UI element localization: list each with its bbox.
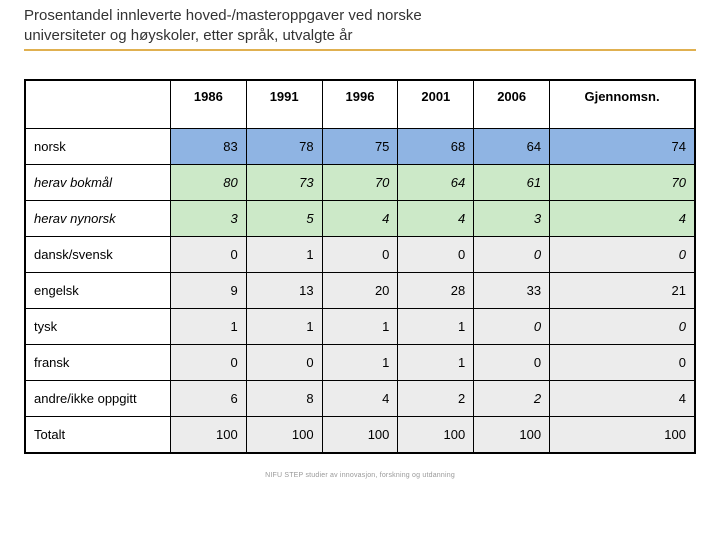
cell: 5 [246,201,322,237]
cell: 4 [550,201,695,237]
cell: 0 [550,309,695,345]
table-row: andre/ikke oppgitt684224 [25,381,695,417]
cell: 1 [246,309,322,345]
cell: 4 [550,381,695,417]
cell: 61 [474,165,550,201]
cell: 9 [170,273,246,309]
col-header: Gjennomsn. [550,80,695,129]
cell: 75 [322,129,398,165]
cell: 80 [170,165,246,201]
cell: 13 [246,273,322,309]
table-row: herav bokmål807370646170 [25,165,695,201]
page-title: Prosentandel innleverte hoved-/masteropp… [24,6,696,51]
cell: 8 [246,381,322,417]
cell: 4 [322,381,398,417]
col-header: 1986 [170,80,246,129]
col-header: 2001 [398,80,474,129]
cell: 0 [170,237,246,273]
footer-text: NIFU STEP studier av innovasjon, forskni… [24,472,696,479]
cell: 4 [322,201,398,237]
cell: 100 [398,417,474,454]
row-label: norsk [25,129,170,165]
header-row: 1986 1991 1996 2001 2006 Gjennomsn. [25,80,695,129]
cell: 0 [322,237,398,273]
cell: 2 [474,381,550,417]
cell: 100 [474,417,550,454]
table-row: norsk837875686474 [25,129,695,165]
row-label: tysk [25,309,170,345]
row-label: andre/ikke oppgitt [25,381,170,417]
cell: 3 [170,201,246,237]
cell: 1 [246,237,322,273]
cell: 68 [398,129,474,165]
cell: 100 [246,417,322,454]
cell: 1 [322,345,398,381]
cell: 33 [474,273,550,309]
row-label: fransk [25,345,170,381]
table-row: fransk001100 [25,345,695,381]
cell: 100 [322,417,398,454]
title-line-2: universiteter og høyskoler, etter språk,… [24,27,352,44]
cell: 70 [550,165,695,201]
table-body: norsk837875686474herav bokmål80737064617… [25,129,695,454]
cell: 1 [398,309,474,345]
cell: 0 [474,345,550,381]
col-header: 2006 [474,80,550,129]
cell: 100 [170,417,246,454]
cell: 1 [398,345,474,381]
cell: 0 [550,237,695,273]
row-label: herav nynorsk [25,201,170,237]
cell: 0 [398,237,474,273]
table-row: dansk/svensk010000 [25,237,695,273]
title-line-1: Prosentandel innleverte hoved-/masteropp… [24,7,422,24]
cell: 64 [474,129,550,165]
cell: 100 [550,417,695,454]
cell: 6 [170,381,246,417]
col-header: 1996 [322,80,398,129]
table-head: 1986 1991 1996 2001 2006 Gjennomsn. [25,80,695,129]
row-label: dansk/svensk [25,237,170,273]
cell: 78 [246,129,322,165]
col-header: 1991 [246,80,322,129]
cell: 0 [550,345,695,381]
cell: 0 [246,345,322,381]
cell: 20 [322,273,398,309]
cell: 64 [398,165,474,201]
cell: 0 [474,237,550,273]
cell: 83 [170,129,246,165]
data-table: 1986 1991 1996 2001 2006 Gjennomsn. nors… [24,79,696,454]
cell: 28 [398,273,474,309]
cell: 0 [474,309,550,345]
table-row: engelsk91320283321 [25,273,695,309]
row-label: Totalt [25,417,170,454]
row-label: engelsk [25,273,170,309]
cell: 70 [322,165,398,201]
table-row: tysk111100 [25,309,695,345]
cell: 2 [398,381,474,417]
cell: 1 [170,309,246,345]
cell: 4 [398,201,474,237]
cell: 0 [170,345,246,381]
cell: 3 [474,201,550,237]
slide: Prosentandel innleverte hoved-/masteropp… [0,0,720,540]
header-corner [25,80,170,129]
cell: 73 [246,165,322,201]
table-row: Totalt100100100100100100 [25,417,695,454]
row-label: herav bokmål [25,165,170,201]
table-row: herav nynorsk354434 [25,201,695,237]
cell: 74 [550,129,695,165]
cell: 1 [322,309,398,345]
cell: 21 [550,273,695,309]
